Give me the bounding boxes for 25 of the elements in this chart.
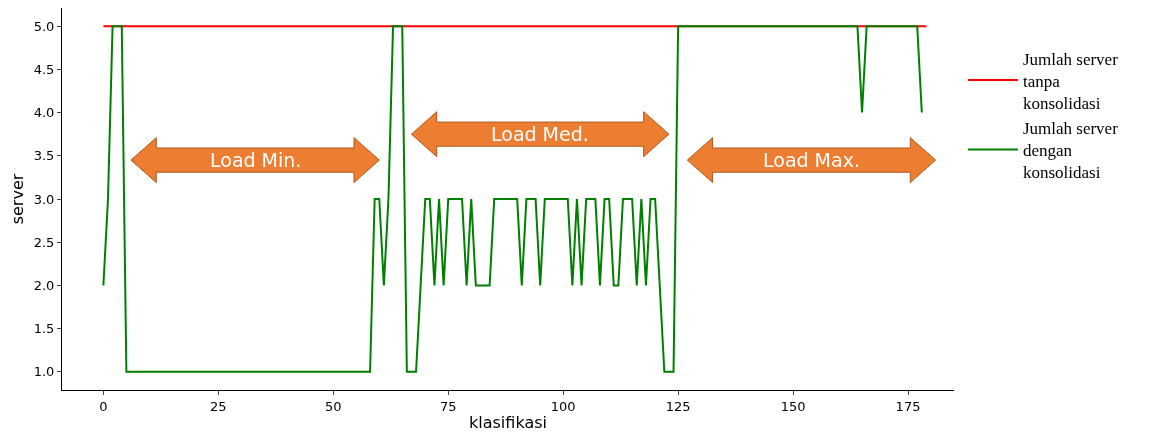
annotation: Load Min.	[210, 149, 302, 171]
x-tick-label: 175	[895, 398, 921, 414]
y-tick-label: 5.0	[33, 18, 55, 34]
x-tick-label: 125	[665, 398, 691, 414]
y-tick-label: 3.5	[33, 148, 55, 164]
annotation: Load Max.	[763, 149, 860, 171]
legend-label: Jumlah server tanpa konsolidasi	[1022, 49, 1119, 113]
x-tick-label: 50	[325, 398, 342, 414]
y-tick-label: 1.5	[33, 321, 55, 337]
x-tick-label: 75	[439, 398, 457, 414]
annotation: Load Med.	[491, 123, 589, 145]
x-tick-label: 150	[780, 398, 806, 414]
x-tick-label: 0	[99, 398, 108, 414]
y-tick-label: 4.0	[33, 105, 55, 121]
y-tick-label: 4.5	[33, 61, 55, 77]
x-axis-title: klasifikasi	[469, 413, 547, 433]
y-axis-title: server	[7, 173, 27, 225]
legend-label: Jumlah server dengan konsolidasi	[1022, 118, 1119, 183]
x-tick-label: 100	[550, 398, 576, 414]
y-tick-label: 3.0	[33, 191, 55, 207]
y-tick-label: 2.0	[33, 277, 55, 293]
y-tick-label: 1.0	[33, 364, 55, 380]
line-series	[102, 25, 923, 373]
x-tick-label: 25	[210, 398, 227, 414]
y-tick-label: 2.5	[33, 234, 55, 250]
